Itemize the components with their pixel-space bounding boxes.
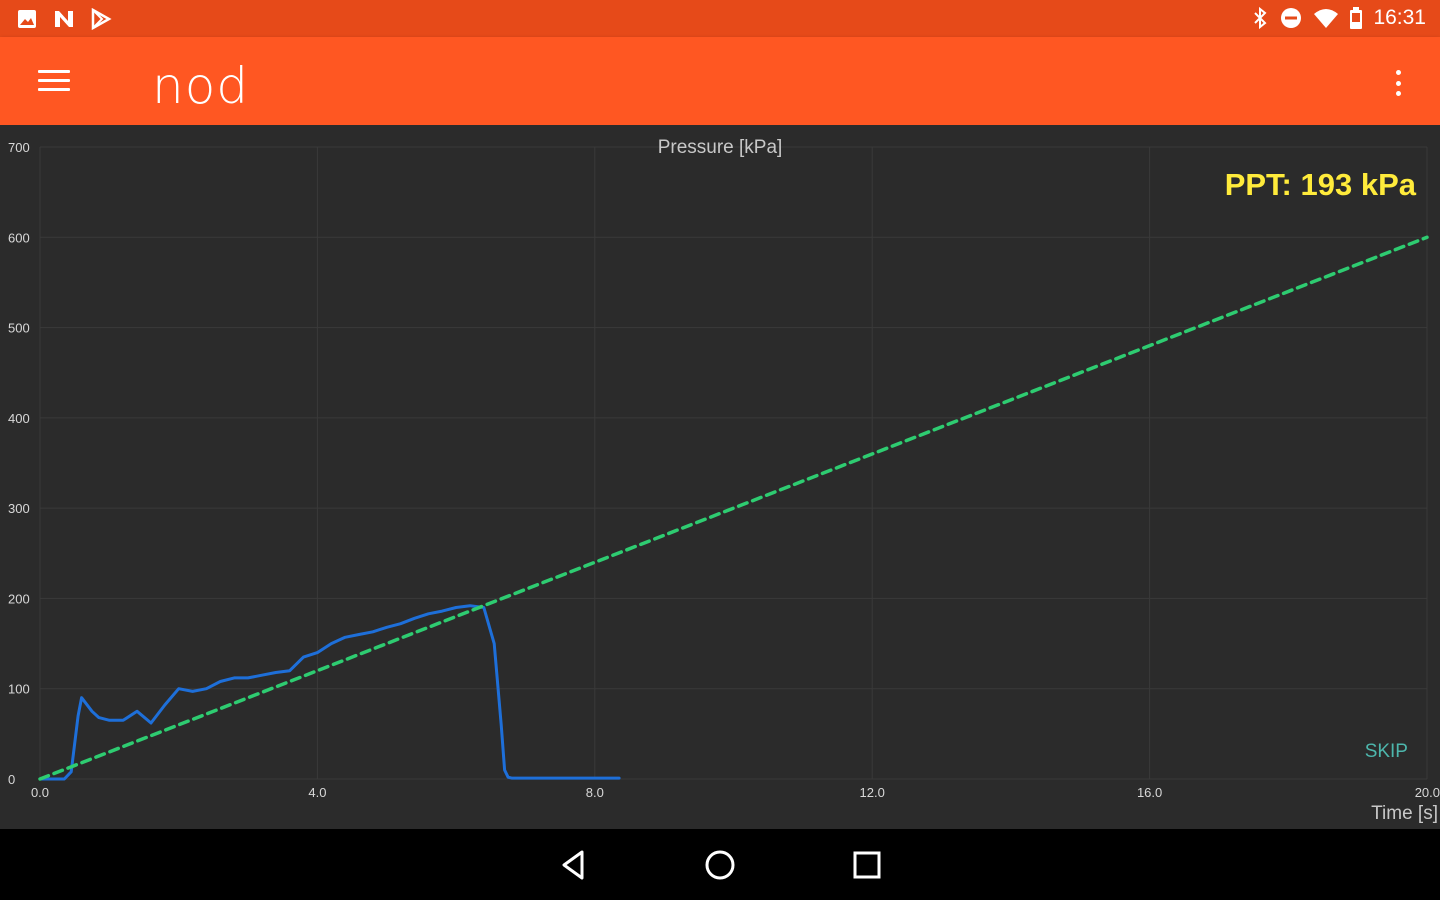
- status-right-icons: 16:31: [1251, 6, 1426, 30]
- do-not-disturb-icon: [1281, 8, 1302, 28]
- y-tick-label: 200: [8, 591, 30, 606]
- y-tick-label: 500: [8, 321, 30, 336]
- chart-svg: 0 100 200 300 400 500 600 700 0.0 4.0 8.0 12.0 16.0 2…: [8, 140, 1440, 800]
- y-tick-label: 0: [8, 772, 15, 787]
- battery-icon: [1350, 7, 1363, 29]
- chart-title: Pressure [kPa]: [657, 137, 783, 158]
- threshold-line: [38, 235, 1429, 781]
- x-tick-label: 4.0: [308, 785, 326, 800]
- n-notification-icon: [55, 11, 73, 27]
- y-tick-label: 400: [8, 411, 30, 426]
- home-icon[interactable]: [698, 843, 742, 887]
- x-tick-label: 20.0: [1415, 785, 1440, 800]
- app-logo: nod: [152, 57, 250, 115]
- status-time: 16:31: [1373, 6, 1426, 29]
- y-tick-label: 700: [8, 140, 30, 155]
- y-tick-label: 300: [8, 501, 30, 516]
- back-icon[interactable]: [552, 843, 596, 887]
- pressure-line: [38, 604, 621, 781]
- menu-icon[interactable]: [38, 70, 70, 94]
- x-tick-label: 8.0: [586, 785, 604, 800]
- x-axis-label: Time [s]: [1371, 803, 1438, 824]
- status-left-icons: [16, 8, 112, 30]
- pressure-chart: 0 100 200 300 400 500 600 700 0.0 4.0 8.0 12.0 16.0 2…: [0, 125, 1440, 829]
- app-bar: nod: [0, 37, 1440, 125]
- y-tick-label: 600: [8, 230, 30, 245]
- more-vert-icon[interactable]: [1394, 70, 1402, 96]
- wifi-icon: [1314, 9, 1339, 28]
- status-bar: 16:31: [0, 0, 1440, 37]
- play-store-icon: [91, 8, 112, 30]
- navigation-bar: [0, 829, 1440, 900]
- image-icon: [18, 10, 36, 28]
- bluetooth-icon: [1254, 6, 1267, 30]
- y-tick-label: 100: [8, 682, 30, 697]
- x-tick-label: 16.0: [1137, 785, 1162, 800]
- skip-button[interactable]: SKIP: [1364, 741, 1408, 762]
- recents-icon[interactable]: [845, 843, 889, 887]
- x-tick-label: 0.0: [31, 785, 49, 800]
- x-tick-label: 12.0: [860, 785, 885, 800]
- ppt-readout: PPT: 193 kPa: [1224, 167, 1416, 202]
